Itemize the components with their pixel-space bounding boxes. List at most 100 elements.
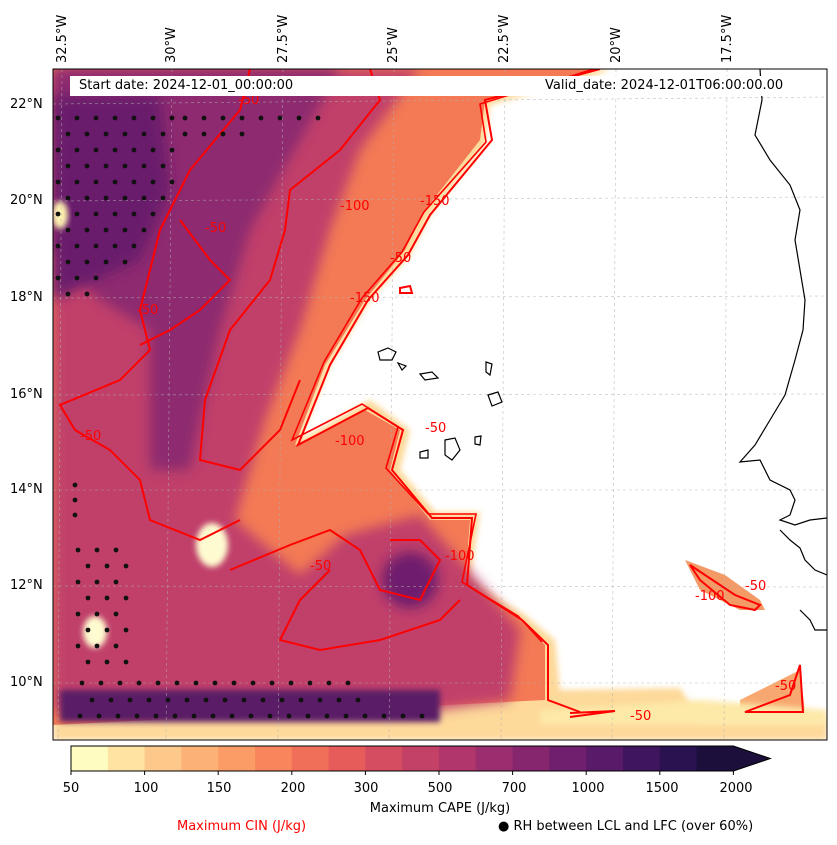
rh-dot xyxy=(74,147,80,153)
rh-dot xyxy=(267,713,273,719)
cin-contour-south-2 xyxy=(278,569,461,652)
rh-dot xyxy=(115,713,121,719)
rh-dot xyxy=(93,211,99,217)
colorbar-tick: 150 xyxy=(206,781,232,796)
colorbar-segment xyxy=(328,746,366,771)
cin-contour-strip xyxy=(569,710,616,718)
rh-dot xyxy=(104,595,110,601)
cin-contour-edge-2 xyxy=(290,69,595,643)
rh-dot xyxy=(113,547,119,553)
rh-dot xyxy=(160,131,166,137)
rh-dot xyxy=(94,579,100,585)
colorbar-segment xyxy=(107,746,146,771)
rh-dot xyxy=(94,611,100,617)
rh-dot xyxy=(55,275,61,281)
rh-dot xyxy=(239,115,245,121)
rh-dot xyxy=(84,227,90,233)
rh-dot xyxy=(141,227,147,233)
rh-dot xyxy=(93,115,99,121)
colorbar-segment xyxy=(255,746,293,771)
rh-dot xyxy=(131,179,137,185)
lon-label: 20°W xyxy=(609,27,624,63)
colorbar-tick: 1500 xyxy=(645,781,679,796)
rh-dot xyxy=(260,697,266,703)
rh-dot xyxy=(222,697,228,703)
rh-dot xyxy=(141,131,147,137)
rh-dot xyxy=(201,115,207,121)
lon-label: 25°W xyxy=(386,27,401,63)
colorbar xyxy=(70,745,772,775)
rh-dot xyxy=(103,195,109,201)
rh-dot xyxy=(84,163,90,169)
rh-dot xyxy=(55,211,61,217)
cin-label: -150 xyxy=(420,194,450,209)
rh-dot xyxy=(150,211,156,217)
cape-field xyxy=(53,69,827,740)
rh-dot xyxy=(258,115,264,121)
colorbar-segment xyxy=(659,746,698,771)
cape-low-spot-3 xyxy=(53,201,68,229)
rh-dot xyxy=(296,115,302,121)
cin-label: -50 xyxy=(80,429,101,444)
rh-dot xyxy=(210,713,216,719)
colorbar-tick: 2000 xyxy=(719,781,753,796)
rh-dot xyxy=(136,680,142,686)
rh-dot xyxy=(122,131,128,137)
rh-dot xyxy=(169,147,175,153)
rh-dot xyxy=(112,147,118,153)
rh-dot xyxy=(112,179,118,185)
rh-dot xyxy=(93,275,99,281)
island-maio xyxy=(474,435,482,446)
map-area: -50 -50 -50 -100 -150 -50 -150 -100 -50 … xyxy=(53,69,827,740)
rh-dot xyxy=(141,195,147,201)
rh-dot xyxy=(131,115,137,121)
lon-label: 22.5°W xyxy=(497,14,512,63)
colorbar-tick: 700 xyxy=(501,781,527,796)
rh-dot xyxy=(150,147,156,153)
rh-dot xyxy=(122,195,128,201)
cin-legend-label: Maximum CIN (J/kg) xyxy=(177,819,307,834)
colorbar-tick: 500 xyxy=(427,781,453,796)
rh-dot xyxy=(220,115,226,121)
rh-dot xyxy=(141,163,147,169)
rh-dot xyxy=(127,697,133,703)
valid-date-text: Valid_date: 2024-12-01T06:00:00.00 xyxy=(545,78,784,93)
cape-core-nw xyxy=(53,95,170,300)
colorbar-title: Maximum CAPE (J/kg) xyxy=(369,801,511,816)
colorbar-tick: 50 xyxy=(62,781,80,796)
colorbar-segment xyxy=(365,746,403,771)
map-border xyxy=(52,68,828,741)
cin-label: -50 xyxy=(205,221,226,236)
rh-dot xyxy=(74,115,80,121)
rh-dot xyxy=(169,179,175,185)
rh-dot xyxy=(241,697,247,703)
colorbar-segment xyxy=(475,746,514,771)
rh-dot xyxy=(182,131,188,137)
rh-dot xyxy=(104,659,110,665)
colorbar-tick: 100 xyxy=(133,781,159,796)
rh-dot xyxy=(229,713,235,719)
colorbar-tick: 1000 xyxy=(571,781,605,796)
rh-dot xyxy=(72,497,78,503)
rh-dot xyxy=(315,115,321,121)
rh-dot xyxy=(277,115,283,121)
rh-dot xyxy=(74,243,80,249)
rh-dot xyxy=(96,713,102,719)
cin-label: -50 xyxy=(775,679,796,694)
rh-legend-label: ● RH between LCL and LFC (over 60%) xyxy=(498,819,754,834)
cin-contour-50-north xyxy=(58,69,251,542)
rh-dot xyxy=(123,563,129,569)
rh-dot xyxy=(113,611,119,617)
rh-dot xyxy=(362,713,368,719)
cin-contour-se xyxy=(744,664,805,713)
rh-dot xyxy=(174,680,180,686)
rh-dot xyxy=(74,211,80,217)
rh-dot xyxy=(75,611,81,617)
rh-dot xyxy=(150,179,156,185)
rh-dot xyxy=(65,227,71,233)
rh-dot xyxy=(65,131,71,137)
cin-labels: -50 -50 -50 -100 -150 -50 -150 -100 -50 … xyxy=(80,93,796,724)
rh-dot xyxy=(343,713,349,719)
rh-dot xyxy=(131,147,137,153)
rh-dot xyxy=(85,627,91,633)
